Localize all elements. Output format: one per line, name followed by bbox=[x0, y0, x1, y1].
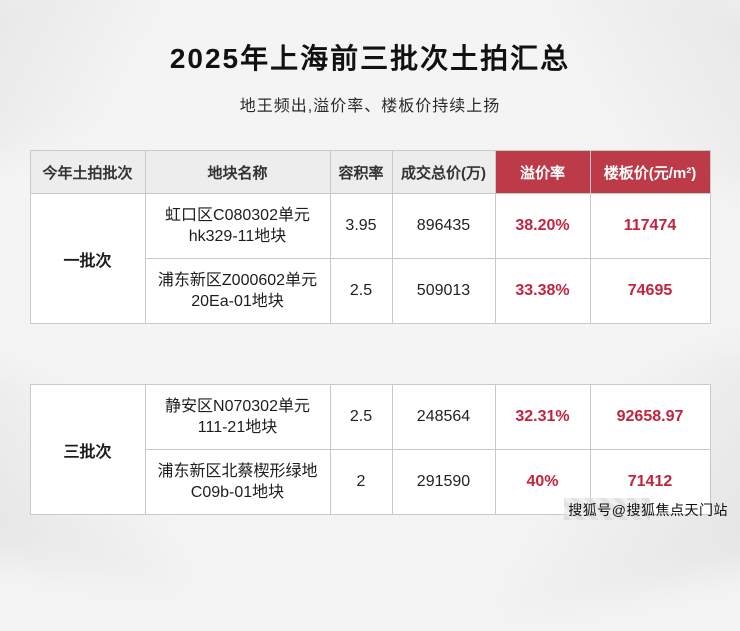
far-cell: 2 bbox=[329, 449, 393, 515]
batch-cell: 三批次 bbox=[29, 384, 146, 515]
total-price-cell: 509013 bbox=[391, 258, 496, 324]
plot-name-cell: 静安区N070302单元 111-21地块 bbox=[144, 384, 331, 450]
table-header-row: 今年土拍批次 地块名称 容积率 成交总价(万) 溢价率 楼板价(元/m²) bbox=[29, 150, 711, 194]
land-auction-table: 今年土拍批次 地块名称 容积率 成交总价(万) 溢价率 楼板价(元/m²) 一批… bbox=[29, 150, 711, 515]
page-subtitle: 地王频出,溢价率、楼板价持续上扬 bbox=[239, 98, 501, 115]
header-far: 容积率 bbox=[329, 150, 393, 194]
far-cell: 2.5 bbox=[329, 384, 393, 450]
table-row: 浦东新区Z000602单元 20Ea-01地块 2.5 509013 33.38… bbox=[30, 258, 711, 324]
page-content: 2025年上海前三批次土拍汇总 地王频出,溢价率、楼板价持续上扬 今年土拍批次 … bbox=[29, 43, 711, 515]
total-price-cell: 248564 bbox=[391, 384, 496, 450]
header-plot-name: 地块名称 bbox=[144, 150, 331, 194]
watermark: 搜狐号@搜狐焦点天门站 bbox=[564, 498, 728, 520]
plot-name-cell: 浦东新区北蔡楔形绿地 C09b-01地块 bbox=[144, 449, 331, 515]
header-floor-price: 楼板价(元/m²) bbox=[589, 150, 711, 194]
floor-price-cell: 117474 bbox=[589, 193, 711, 259]
plot-name-cell: 虹口区C080302单元 hk329-11地块 bbox=[144, 193, 331, 259]
table-row: 一批次 虹口区C080302单元 hk329-11地块 3.95 896435 … bbox=[29, 193, 711, 324]
floor-price-cell: 74695 bbox=[589, 258, 711, 324]
premium-rate-cell: 32.31% bbox=[494, 384, 591, 450]
table-row: 三批次 静安区N070302单元 111-21地块 2.5 248564 32.… bbox=[29, 384, 711, 515]
total-price-cell: 896435 bbox=[391, 193, 496, 259]
far-cell: 3.95 bbox=[329, 193, 393, 259]
page-title: 2025年上海前三批次土拍汇总 bbox=[169, 43, 571, 74]
batch-cell: 一批次 bbox=[29, 193, 146, 324]
header-premium-rate: 溢价率 bbox=[494, 150, 591, 194]
premium-rate-cell: 38.20% bbox=[494, 193, 591, 259]
plot-name-cell: 浦东新区Z000602单元 20Ea-01地块 bbox=[144, 258, 331, 324]
floor-price-cell: 92658.97 bbox=[589, 384, 711, 450]
total-price-cell: 291590 bbox=[391, 449, 496, 515]
watermark-text: 搜狐号@搜狐焦点天门站 bbox=[568, 502, 728, 518]
header-total-price: 成交总价(万) bbox=[391, 150, 496, 194]
header-batch: 今年土拍批次 bbox=[29, 150, 146, 194]
premium-rate-cell: 33.38% bbox=[494, 258, 591, 324]
far-cell: 2.5 bbox=[329, 258, 393, 324]
batch-gap bbox=[30, 324, 710, 385]
